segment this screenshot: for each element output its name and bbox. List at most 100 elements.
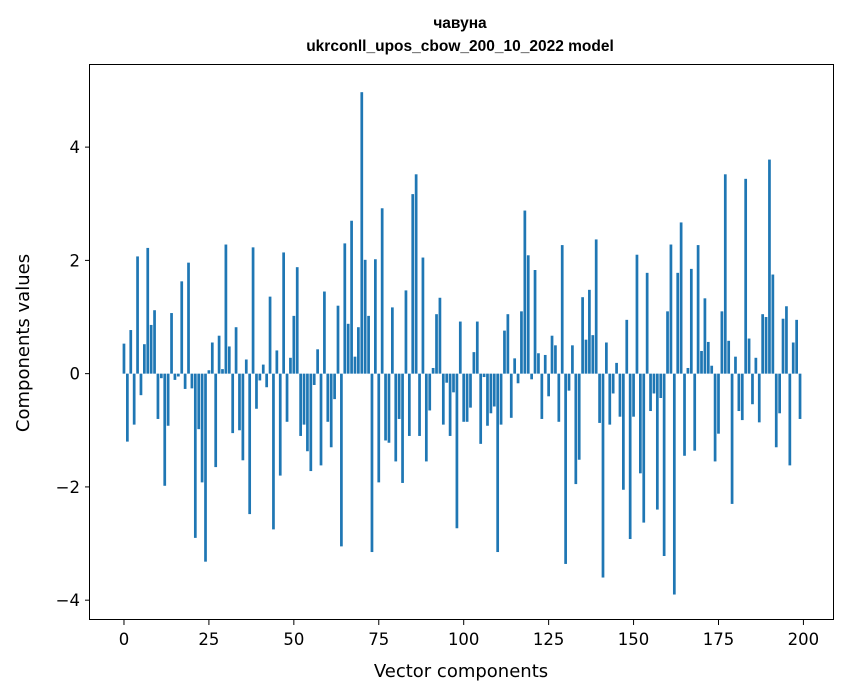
bar-53 xyxy=(302,373,306,425)
bar-199 xyxy=(798,373,802,419)
bar-44 xyxy=(272,373,275,530)
bar-2 xyxy=(129,330,133,374)
bar-190 xyxy=(768,159,771,374)
bar-42 xyxy=(265,373,269,388)
bar-56 xyxy=(312,373,316,385)
bar-159 xyxy=(662,373,666,557)
bar-74 xyxy=(374,259,377,374)
bar-120 xyxy=(530,373,533,380)
bar-138 xyxy=(591,335,595,374)
y-axis-ticks: −4 −2 0 2 4 xyxy=(56,138,90,610)
bar-148 xyxy=(625,319,629,374)
x-tick-label: 200 xyxy=(788,630,820,649)
bar-164 xyxy=(679,222,683,374)
x-axis-label: Vector components xyxy=(374,661,548,682)
bar-98 xyxy=(455,373,459,529)
bar-91 xyxy=(431,367,435,374)
x-axis-ticks: 0 25 50 75 100 125 150 175 200 xyxy=(119,620,819,649)
bar-51 xyxy=(295,267,299,374)
bar-129 xyxy=(560,245,564,374)
bar-169 xyxy=(696,245,700,374)
bar-198 xyxy=(795,319,798,374)
bar-167 xyxy=(689,268,693,374)
bar-20 xyxy=(190,373,194,389)
bar-181 xyxy=(737,373,741,412)
bar-107 xyxy=(486,373,489,426)
bar-92 xyxy=(435,314,438,374)
bar-104 xyxy=(475,321,479,374)
bar-103 xyxy=(472,352,476,374)
bar-149 xyxy=(628,373,632,540)
bar-61 xyxy=(329,373,333,448)
bar-11 xyxy=(159,373,163,379)
bar-144 xyxy=(611,373,615,394)
bar-76 xyxy=(380,208,384,374)
bar-94 xyxy=(441,373,445,425)
bar-63 xyxy=(336,305,340,374)
bar-100 xyxy=(462,373,466,422)
bar-180 xyxy=(734,356,737,374)
bar-38 xyxy=(251,247,255,374)
bar-97 xyxy=(452,373,455,393)
bar-69 xyxy=(357,327,360,374)
bar-24 xyxy=(204,373,207,562)
bar-163 xyxy=(676,272,680,374)
bar-87 xyxy=(418,373,421,436)
bar-124 xyxy=(543,354,547,374)
bar-47 xyxy=(282,252,285,374)
bar-172 xyxy=(706,341,710,374)
bar-60 xyxy=(326,373,330,422)
bar-102 xyxy=(469,373,472,408)
bar-46 xyxy=(278,373,282,476)
bar-145 xyxy=(615,362,618,374)
bar-127 xyxy=(554,345,557,374)
bar-126 xyxy=(550,335,554,374)
bar-95 xyxy=(445,373,449,383)
bar-131 xyxy=(567,373,571,391)
bar-41 xyxy=(261,364,265,374)
bar-196 xyxy=(788,373,792,466)
bar-115 xyxy=(513,358,517,374)
bar-77 xyxy=(384,373,387,441)
bar-130 xyxy=(564,373,567,564)
bar-123 xyxy=(540,373,544,419)
bar-49 xyxy=(289,357,292,374)
bar-108 xyxy=(489,373,493,414)
bar-179 xyxy=(730,373,734,504)
bar-133 xyxy=(574,373,578,485)
bar-185 xyxy=(751,373,754,405)
bar-160 xyxy=(666,311,669,374)
bar-23 xyxy=(200,373,204,483)
bar-177 xyxy=(723,174,727,374)
bar-178 xyxy=(727,340,731,374)
bar-89 xyxy=(424,373,428,462)
bar-70 xyxy=(360,92,364,374)
bar-78 xyxy=(387,373,391,443)
bar-68 xyxy=(353,356,357,374)
bar-58 xyxy=(319,373,323,466)
bar-90 xyxy=(428,373,432,411)
bar-62 xyxy=(333,373,336,400)
bar-86 xyxy=(414,174,418,374)
bar-6 xyxy=(143,344,146,374)
bar-161 xyxy=(669,244,673,374)
bar-193 xyxy=(778,373,781,414)
bar-166 xyxy=(686,367,690,374)
bar-157 xyxy=(655,373,659,510)
bar-132 xyxy=(571,345,574,374)
bar-122 xyxy=(537,353,540,374)
bar-125 xyxy=(547,373,550,397)
bar-111 xyxy=(499,373,503,425)
bar-162 xyxy=(672,373,676,595)
bar-79 xyxy=(391,307,394,374)
bar-29 xyxy=(221,369,224,374)
bar-93 xyxy=(438,297,442,374)
bar-171 xyxy=(703,298,707,374)
bar-146 xyxy=(618,373,622,417)
bar-81 xyxy=(397,373,401,419)
x-tick-label: 25 xyxy=(198,630,219,649)
bar-105 xyxy=(479,373,483,444)
bar-19 xyxy=(187,262,190,374)
bar-99 xyxy=(458,321,462,374)
bar-84 xyxy=(407,373,411,436)
